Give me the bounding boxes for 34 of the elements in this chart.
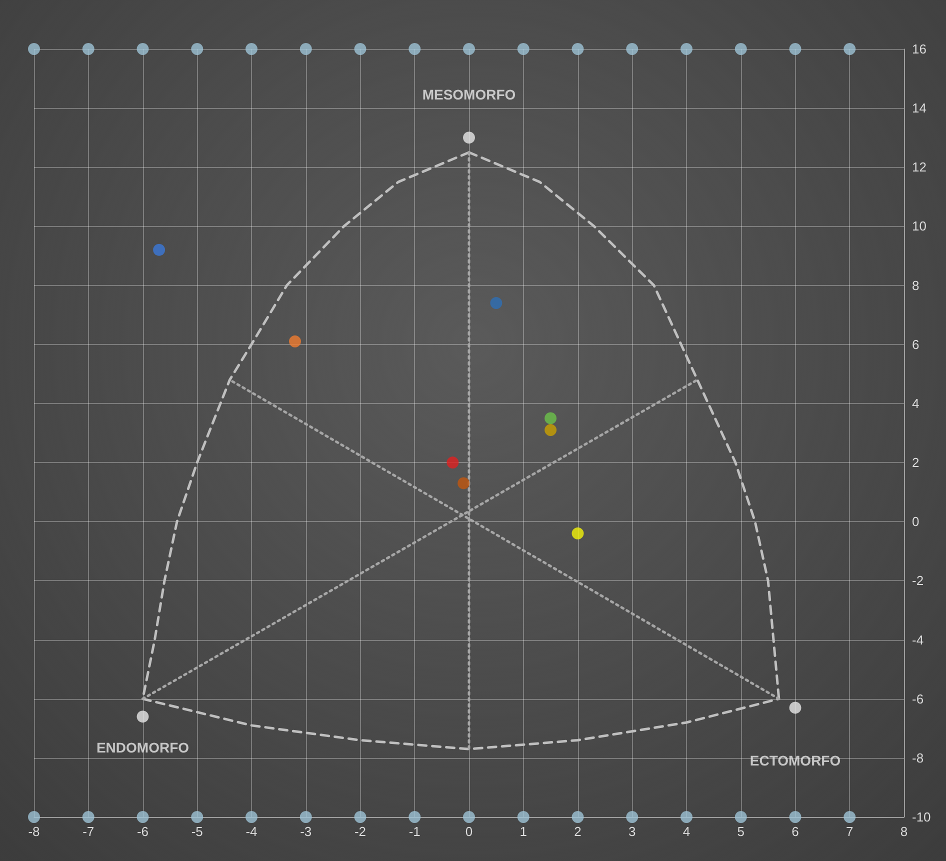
x-tick-label: 4 <box>682 824 690 839</box>
y-tick-label: 2 <box>912 455 920 470</box>
y-tick-label: -8 <box>912 750 924 766</box>
y-tick-label: 0 <box>912 514 920 530</box>
x-tick-label: 6 <box>792 824 799 839</box>
y-tick-label: -2 <box>912 573 924 588</box>
x-tick-label: -5 <box>191 824 203 839</box>
x-tick-label: 8 <box>900 824 908 839</box>
y-tick-label: -4 <box>912 632 924 648</box>
x-tick-label: -1 <box>408 824 420 839</box>
data-label: MESOMORFO <box>422 86 516 103</box>
x-tick-label: 2 <box>574 824 582 839</box>
x-tick-label: -2 <box>354 824 366 839</box>
x-tick-label: 1 <box>520 824 527 839</box>
x-tick-label: 7 <box>846 824 854 839</box>
y-tick-label: 14 <box>912 100 926 116</box>
x-tick-label: -6 <box>136 824 149 839</box>
x-tick-label: 3 <box>628 824 636 839</box>
data-label: ECTOMORFO <box>750 752 841 769</box>
x-tick-label: -7 <box>82 824 94 839</box>
x-tick-label: -4 <box>246 824 258 839</box>
y-tick-label: -6 <box>912 691 924 706</box>
y-tick-label: 6 <box>912 336 920 352</box>
y-tick-label: 16 <box>912 42 926 56</box>
y-tick-label: 10 <box>912 218 926 234</box>
y-tick-label: 8 <box>912 278 920 293</box>
y-tick-label: 12 <box>912 160 926 175</box>
x-tick-label: 5 <box>737 824 744 839</box>
x-tick-label: -8 <box>28 824 40 839</box>
y-tick-label: 4 <box>912 396 920 411</box>
data-label: ENDOMORFO <box>96 740 190 756</box>
y-tick-label: -10 <box>912 810 931 824</box>
x-tick-label: -3 <box>300 824 312 839</box>
x-tick-label: 0 <box>465 824 473 839</box>
